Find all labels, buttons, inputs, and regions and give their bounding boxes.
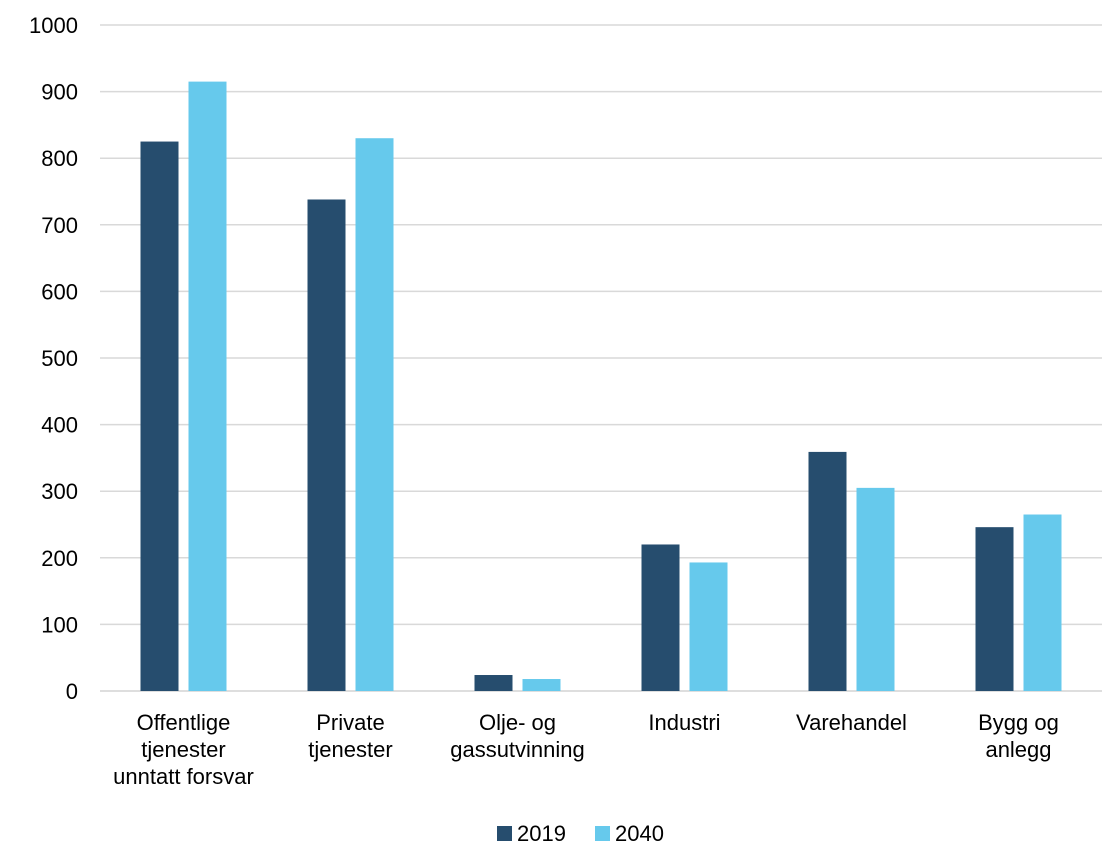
legend: 2019 2040 [497,821,664,846]
y-tick-label: 600 [41,279,78,304]
x-category-label: Private tjenester [308,710,392,762]
y-tick-label: 300 [41,479,78,504]
bar-2040 [355,138,394,692]
bar-2040 [689,562,728,691]
x-category-line: Offentlige [137,710,231,735]
y-tick-label: 100 [41,612,78,637]
legend-swatch-2040 [595,826,610,841]
x-category-line: Bygg og [978,710,1059,735]
x-category-line: Industri [648,710,720,735]
bars [140,81,1062,692]
x-axis-categories: Offentlige tjenester unntatt forsvarPrivat… [113,710,1059,789]
legend-swatch-2019 [497,826,512,841]
x-category-line: Olje- og [479,710,556,735]
y-tick-label: 700 [41,213,78,238]
x-category-label: Olje- og gassutvinning [450,710,585,762]
y-tick-label: 1000 [29,13,78,38]
bar-2019 [975,527,1014,691]
legend-label-2019: 2019 [517,821,566,846]
bar-2019 [307,199,346,691]
x-category-line: gassutvinning [450,737,585,762]
y-tick-label: 200 [41,546,78,571]
x-category-line: tjenester [141,737,225,762]
y-tick-label: 500 [41,346,78,371]
legend-label-2040: 2040 [615,821,664,846]
x-category-label: Varehandel [796,710,907,735]
y-tick-label: 900 [41,80,78,105]
bar-2019 [808,451,847,691]
gridlines [100,24,1102,692]
x-category-label: Bygg og anlegg [978,710,1059,762]
bar-2040 [522,679,561,691]
x-category-line: tjenester [308,737,392,762]
bar-2040 [1023,514,1062,691]
x-category-line: unntatt forsvar [113,764,254,789]
bar-2040 [188,81,227,692]
y-tick-label: 0 [66,679,78,704]
bar-2019 [140,141,179,692]
x-category-label: Offentlige tjenester unntatt forsvar [113,710,254,789]
y-tick-label: 800 [41,146,78,171]
y-tick-label: 400 [41,413,78,438]
x-category-line: Varehandel [796,710,907,735]
x-category-label: Industri [648,710,720,735]
bar-2019 [641,544,680,691]
bar-2040 [856,487,895,691]
x-category-line: anlegg [985,737,1051,762]
bar-2019 [474,675,513,691]
x-category-line: Private [316,710,384,735]
y-axis-ticks: 0 100 200 300 400 500 600 700 800 900 1000 [29,13,78,704]
